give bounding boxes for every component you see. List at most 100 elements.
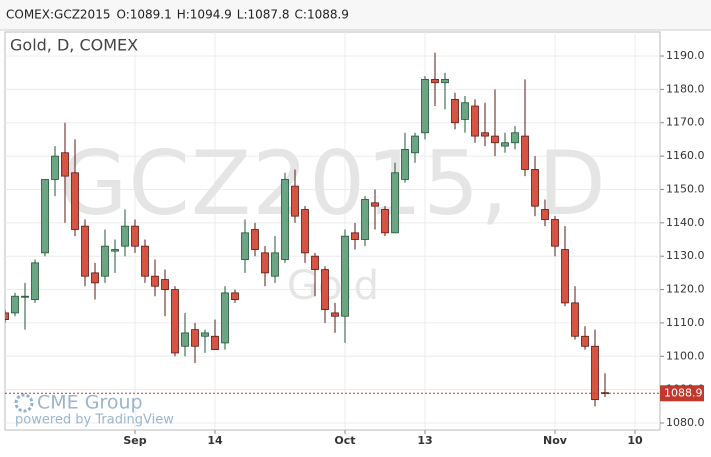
- candle: [171, 286, 179, 357]
- candle: [421, 76, 429, 140]
- candle-body: [161, 279, 169, 290]
- ohlc-item: C:1088.9: [295, 8, 349, 22]
- candle: [481, 102, 489, 147]
- candle: [71, 139, 79, 237]
- candle-body: [481, 132, 489, 137]
- candle-body: [381, 209, 389, 234]
- candle-body: [361, 199, 369, 240]
- candle: [91, 262, 99, 300]
- candle: [11, 292, 19, 317]
- candle: [61, 122, 69, 223]
- last-price-label: 1088.9: [664, 386, 703, 399]
- candle-body: [61, 152, 69, 177]
- candle-body: [341, 235, 349, 317]
- x-tick-label: Oct: [334, 434, 355, 447]
- candle-body: [261, 252, 269, 274]
- candle: [301, 206, 309, 263]
- candle-body: [281, 179, 289, 260]
- candle-body: [131, 225, 139, 247]
- candle-body: [181, 332, 189, 347]
- candle: [391, 162, 399, 234]
- candle: [411, 132, 419, 163]
- candle-body: [321, 269, 329, 310]
- candle-body: [71, 172, 79, 230]
- y-tick-label: 1140.0: [666, 216, 705, 229]
- candle-body: [141, 245, 149, 277]
- candle-body: [51, 155, 59, 180]
- candle-body: [551, 219, 559, 247]
- watermark-sub: Gold: [287, 263, 379, 309]
- candle-body: [81, 225, 89, 277]
- y-tick-label: 1100.0: [666, 349, 705, 362]
- x-tick-label: Sep: [123, 434, 146, 447]
- candle: [201, 329, 209, 353]
- candle-body: [31, 262, 39, 300]
- candle: [31, 259, 39, 303]
- candle: [371, 189, 379, 230]
- candle: [221, 286, 229, 350]
- ohlc-item: O:1089.1: [116, 8, 171, 22]
- candle: [161, 269, 169, 317]
- candle-body: [301, 209, 309, 254]
- candle-body: [241, 232, 249, 260]
- last-price-box: [660, 385, 704, 402]
- candle-body: [461, 102, 469, 120]
- candle-body: [571, 302, 579, 337]
- candle-body: [351, 232, 359, 240]
- candle-body: [331, 312, 339, 317]
- candle-body: [531, 169, 539, 207]
- candle: [21, 282, 29, 330]
- candle-body: [391, 172, 399, 234]
- candle: [331, 302, 339, 333]
- candle: [261, 246, 269, 287]
- candle: [501, 132, 509, 153]
- candle: [181, 312, 189, 357]
- candle: [541, 199, 549, 227]
- candle: [211, 319, 219, 350]
- candle: [251, 222, 259, 257]
- candle: [241, 219, 249, 273]
- y-tick-label: 1180.0: [666, 82, 705, 95]
- candle-body: [211, 335, 219, 350]
- candle: [311, 252, 319, 297]
- brand-icon: [14, 393, 34, 413]
- candle: [341, 229, 349, 343]
- candle-body: [5, 312, 9, 320]
- candle: [491, 89, 499, 157]
- candle: [511, 126, 519, 150]
- candle: [551, 216, 559, 257]
- candle: [191, 322, 199, 363]
- candle-body: [471, 105, 479, 137]
- y-tick-label: 1080.0: [666, 416, 705, 429]
- header-bar: [0, 0, 711, 30]
- candle: [361, 196, 369, 247]
- candle-body: [591, 345, 599, 401]
- candle: [401, 132, 409, 183]
- candle-body: [201, 332, 209, 337]
- candle-body: [411, 135, 419, 154]
- candle-body: [121, 225, 129, 247]
- x-tick-label: 10: [627, 434, 643, 447]
- brand-logo: CME Group powered by TradingView: [14, 392, 174, 428]
- y-tick-label: 1110.0: [666, 316, 705, 329]
- candle: [321, 266, 329, 323]
- candle-body: [151, 275, 159, 287]
- symbol: COMEX:GCZ2015: [6, 8, 110, 22]
- candle: [291, 169, 299, 223]
- candle-body: [271, 252, 279, 277]
- candle: [51, 146, 59, 197]
- candle-body: [11, 295, 19, 314]
- candle-body: [491, 135, 499, 144]
- candle: [271, 236, 279, 283]
- candle-body: [511, 132, 519, 144]
- candle-body: [371, 202, 379, 207]
- candle: [381, 206, 389, 237]
- candle-body: [111, 249, 119, 252]
- candle: [41, 179, 49, 257]
- candle: [121, 209, 129, 257]
- candle-body: [521, 135, 529, 170]
- candle: [571, 286, 579, 340]
- candle: [581, 326, 589, 350]
- candle-body: [231, 292, 239, 300]
